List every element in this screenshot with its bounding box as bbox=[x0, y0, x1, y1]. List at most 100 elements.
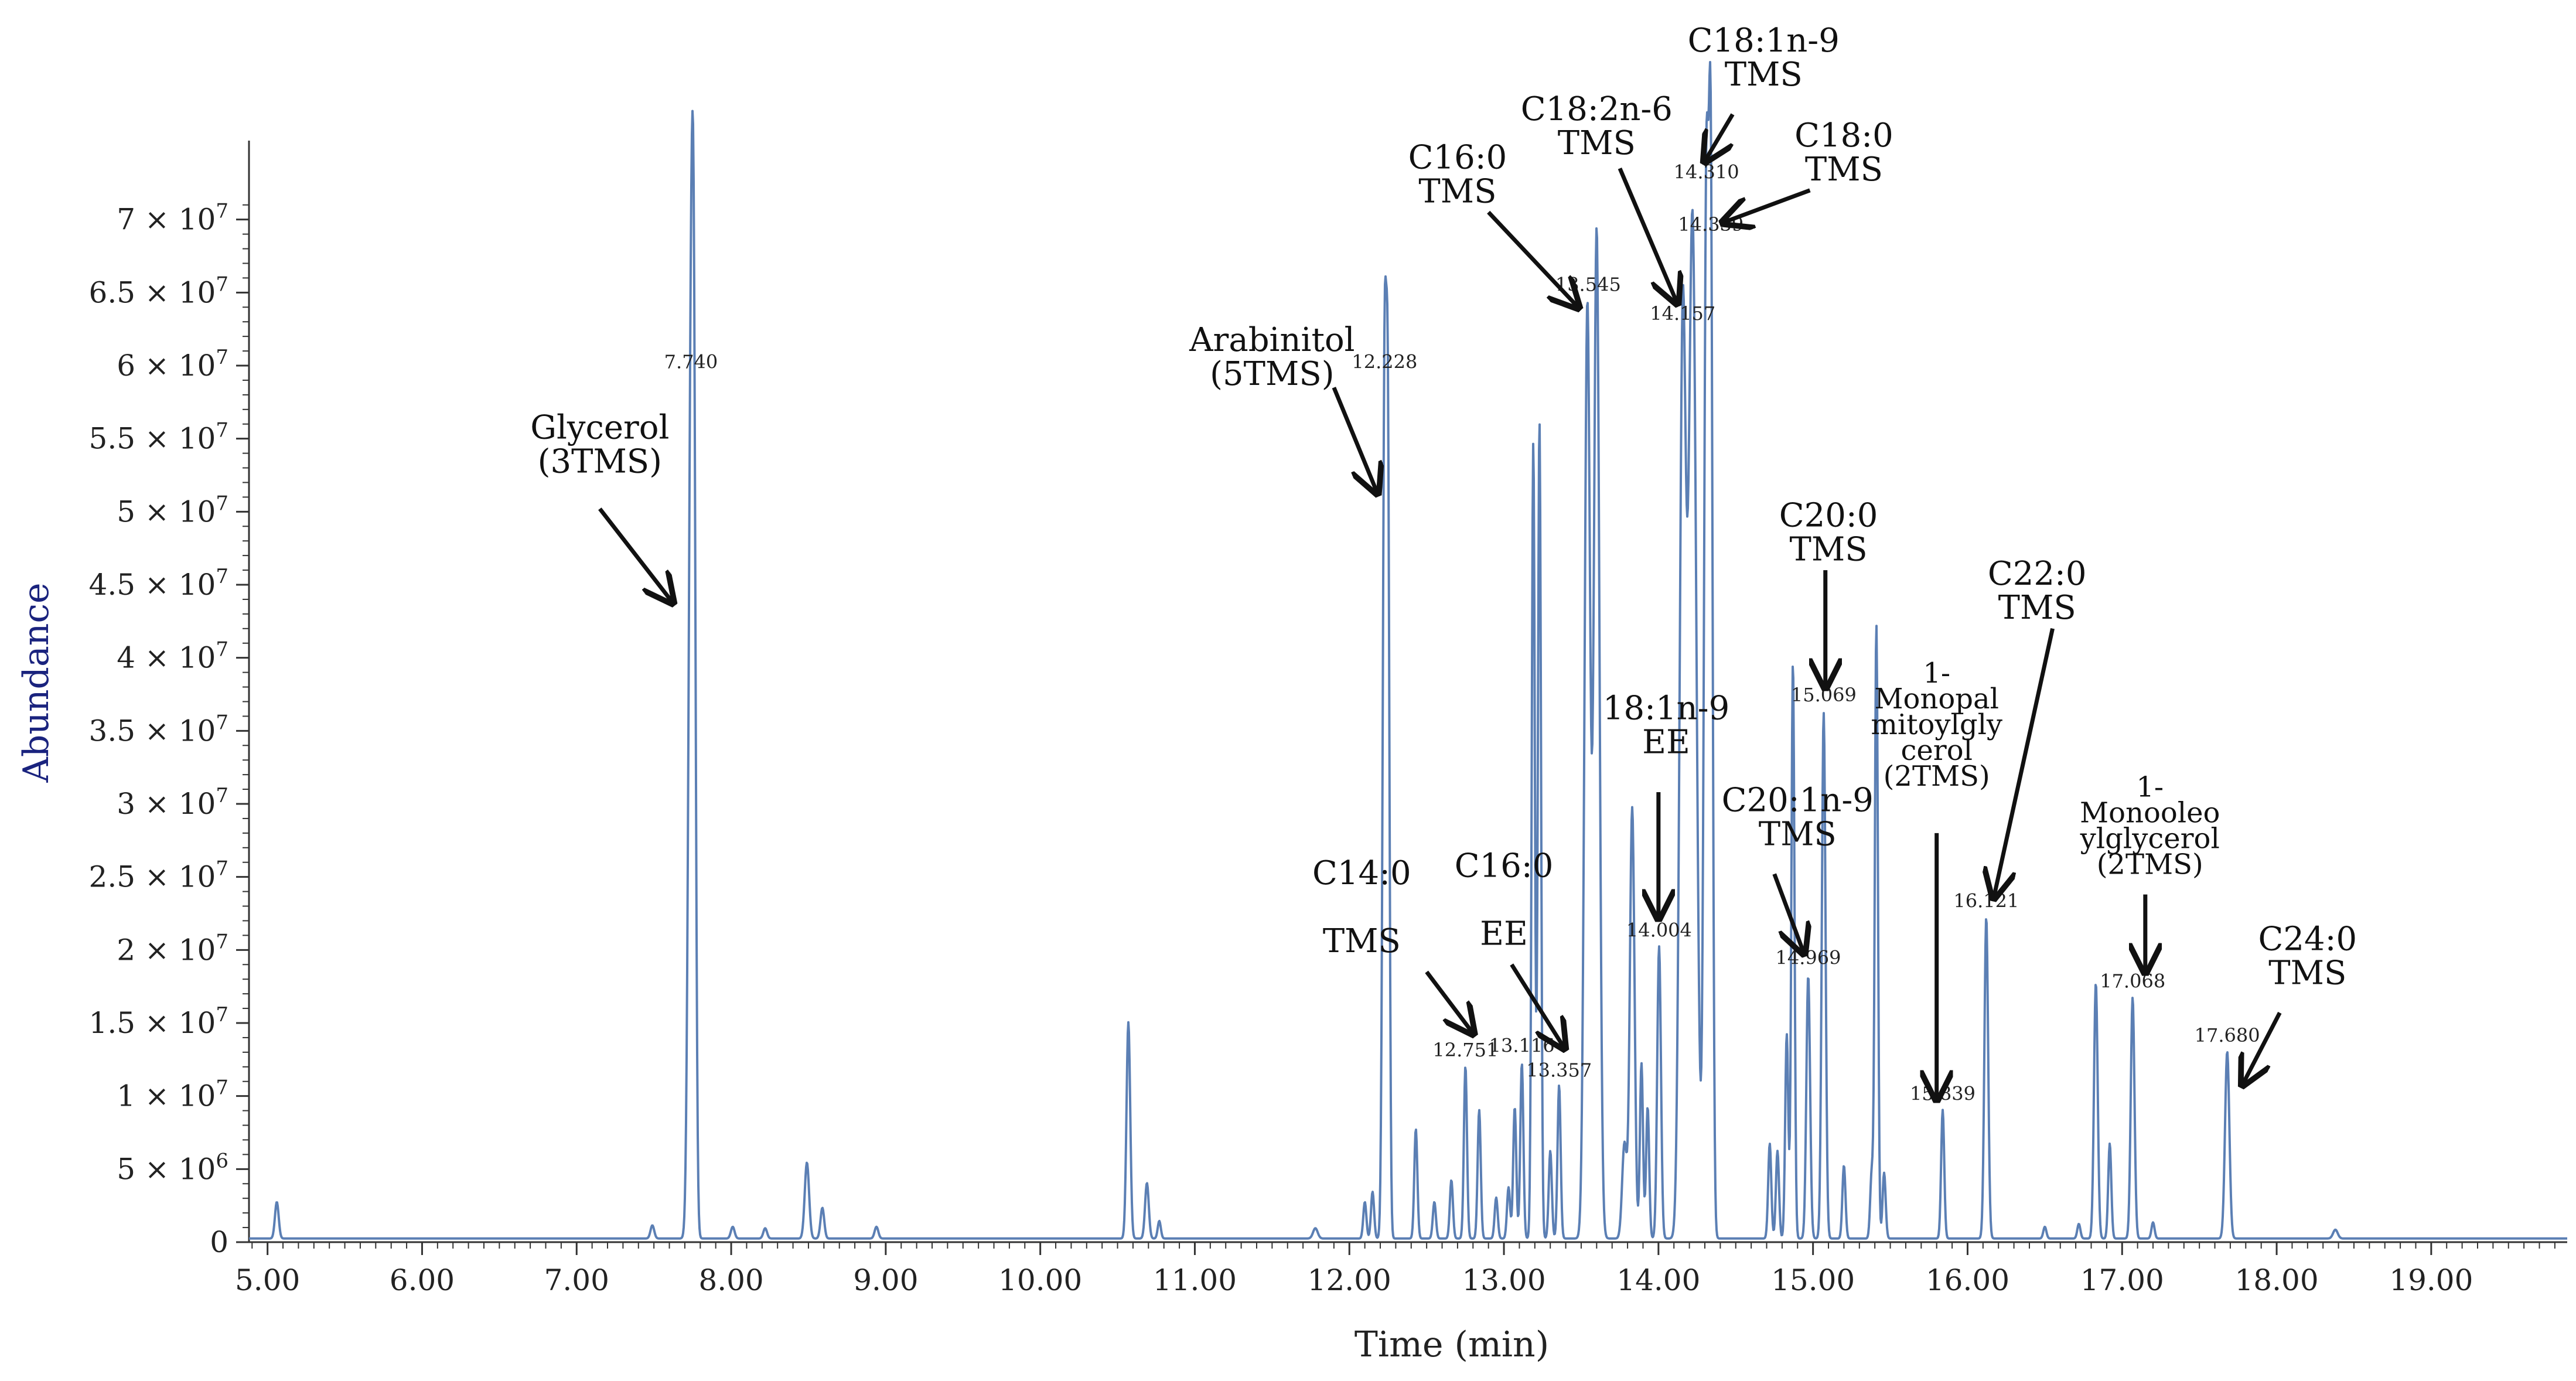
peak-label: 12.228 bbox=[1352, 350, 1417, 373]
x-tick-label: 12.00 bbox=[1308, 1263, 1391, 1297]
y-tick-exponent: 7 bbox=[216, 200, 228, 223]
y-axis-title: Abundance bbox=[16, 583, 57, 783]
peak-label: 14.004 bbox=[1626, 919, 1692, 941]
annotation-label: C16:0 bbox=[1455, 847, 1554, 885]
annotation-label: Arabinitol bbox=[1189, 321, 1354, 359]
x-tick-label: 7.00 bbox=[544, 1263, 609, 1297]
annotation-arrow bbox=[1487, 210, 1578, 307]
y-tick-label: 6 × 107 bbox=[117, 346, 228, 383]
y-tick-exponent: 7 bbox=[216, 857, 228, 881]
x-tick-label: 17.00 bbox=[2080, 1263, 2164, 1297]
y-tick-exponent: 7 bbox=[216, 930, 228, 953]
annotation-label: (2TMS) bbox=[1884, 760, 1990, 793]
annotation-label: mitoylgly bbox=[1871, 708, 2002, 741]
annotation: C16:0 EE bbox=[1455, 847, 1564, 1048]
annotation-label: C14:0 bbox=[1312, 854, 1411, 892]
peak-label: 13.116 bbox=[1489, 1034, 1555, 1056]
annotation-arrow bbox=[1705, 113, 1735, 161]
annotation-label: TMS bbox=[1805, 151, 1883, 189]
y-tick-mantissa: 4.5 × 10 bbox=[89, 568, 216, 602]
chromatogram-trace bbox=[248, 61, 2568, 1240]
peak-label: 17.680 bbox=[2195, 1024, 2260, 1046]
y-tick-mantissa: 5 × 10 bbox=[117, 1152, 216, 1186]
x-tick-label: 19.00 bbox=[2389, 1263, 2473, 1297]
y-tick-mantissa: 5.5 × 10 bbox=[89, 422, 216, 456]
annotation-label: C22:0 bbox=[1988, 555, 2087, 593]
y-tick-exponent: 7 bbox=[216, 784, 228, 807]
y-tick-exponent: 6 bbox=[216, 1149, 228, 1172]
y-tick-label: 3.5 × 107 bbox=[89, 711, 228, 748]
y-tick-exponent: 7 bbox=[216, 638, 228, 661]
y-tick-exponent: 7 bbox=[216, 272, 228, 296]
peak-label: 12.751 bbox=[1432, 1039, 1498, 1061]
annotation-arrow bbox=[1618, 168, 1677, 302]
peak-label: 15.839 bbox=[1910, 1083, 1975, 1105]
annotation-arrow bbox=[2243, 1011, 2282, 1085]
annotation-label: TMS bbox=[1998, 589, 2076, 627]
y-tick-mantissa: 7 × 10 bbox=[117, 203, 216, 237]
y-tick-mantissa: 6.5 × 10 bbox=[89, 275, 216, 309]
x-tick-label: 15.00 bbox=[1771, 1263, 1855, 1297]
peak-labels: 7.740 12.22813.54514.31014.33914.15712.75… bbox=[664, 161, 2260, 1104]
annotation-arrow bbox=[1994, 628, 2055, 898]
peak-label: 17.068 bbox=[2100, 970, 2165, 993]
annotation-label: EE bbox=[1642, 723, 1690, 761]
peak-label: 14.157 bbox=[1650, 302, 1715, 325]
annotation-label: 1- bbox=[1923, 657, 1950, 690]
annotation-label: 18:1n-9 bbox=[1603, 689, 1729, 727]
x-tick-label: 18.00 bbox=[2234, 1263, 2318, 1297]
y-tick-mantissa: 1 × 10 bbox=[117, 1079, 216, 1113]
y-tick-label: 2 × 107 bbox=[117, 930, 228, 967]
x-axis-title: Time (min) bbox=[1354, 1324, 1549, 1365]
annotation-arrow bbox=[1332, 387, 1377, 493]
x-tick-label: 13.00 bbox=[1462, 1263, 1545, 1297]
y-tick-label: 1 × 107 bbox=[117, 1076, 228, 1113]
y-tick-mantissa: 5 × 10 bbox=[117, 495, 216, 528]
annotation-label: TMS bbox=[1558, 124, 1636, 162]
annotation-label: TMS bbox=[1418, 172, 1496, 210]
annotation-label: 1- bbox=[2136, 771, 2164, 804]
annotation-label: C18:0 bbox=[1794, 117, 1893, 155]
annotation-label: TMS bbox=[1759, 815, 1837, 853]
annotation-arrow bbox=[1772, 873, 1804, 953]
y-tick-label: 1.5 × 107 bbox=[89, 1003, 228, 1040]
annotation: Arabinitol(5TMS) bbox=[1189, 321, 1377, 493]
annotation: 18:1n-9EE bbox=[1603, 689, 1729, 918]
annotation-label: Monopal bbox=[1874, 683, 1999, 715]
peak-label: 13.357 bbox=[1526, 1059, 1592, 1082]
annotation-label: TMS bbox=[2268, 954, 2346, 992]
x-tick-label: 6.00 bbox=[390, 1263, 455, 1297]
y-tick-label: 5 × 106 bbox=[117, 1149, 228, 1186]
annotation-label: C20:0 bbox=[1779, 496, 1878, 534]
annotation-label: Monooleo bbox=[2080, 797, 2220, 830]
x-tick-label: 11.00 bbox=[1153, 1263, 1237, 1297]
peak-label: 7.740 bbox=[664, 350, 718, 373]
annotation-label: C18:2n-6 bbox=[1521, 90, 1673, 128]
ticks: 5.00 6.00 7.00 8.00 9.00 10.00 11.00 12.00 13.00… bbox=[89, 200, 2555, 1297]
y-tick-exponent: 7 bbox=[216, 346, 228, 369]
y-tick-label: 5.5 × 107 bbox=[89, 419, 228, 456]
annotation-arrow bbox=[1510, 963, 1564, 1048]
peak-label: 14.969 bbox=[1775, 947, 1841, 969]
y-tick-label: 4.5 × 107 bbox=[89, 565, 228, 602]
y-tick-mantissa: 2.5 × 10 bbox=[89, 860, 216, 894]
y-tick-label: 3 × 107 bbox=[117, 784, 228, 821]
x-tick-label: 10.00 bbox=[998, 1263, 1082, 1297]
x-tick-label: 8.00 bbox=[698, 1263, 763, 1297]
y-tick-mantissa: 6 × 10 bbox=[117, 349, 216, 383]
annotation-label: (5TMS) bbox=[1210, 355, 1334, 393]
annotation-label: TMS bbox=[1725, 56, 1803, 94]
annotation-label: TMS bbox=[1323, 922, 1401, 960]
annotations: Glycerol(3TMS)Arabinitol(5TMS)C16:0TMSC1… bbox=[530, 22, 2357, 1099]
annotation-label: (2TMS) bbox=[2097, 848, 2203, 881]
annotation-label: ylglycerol bbox=[2080, 823, 2220, 855]
x-tick-label: 16.00 bbox=[1926, 1263, 2009, 1297]
